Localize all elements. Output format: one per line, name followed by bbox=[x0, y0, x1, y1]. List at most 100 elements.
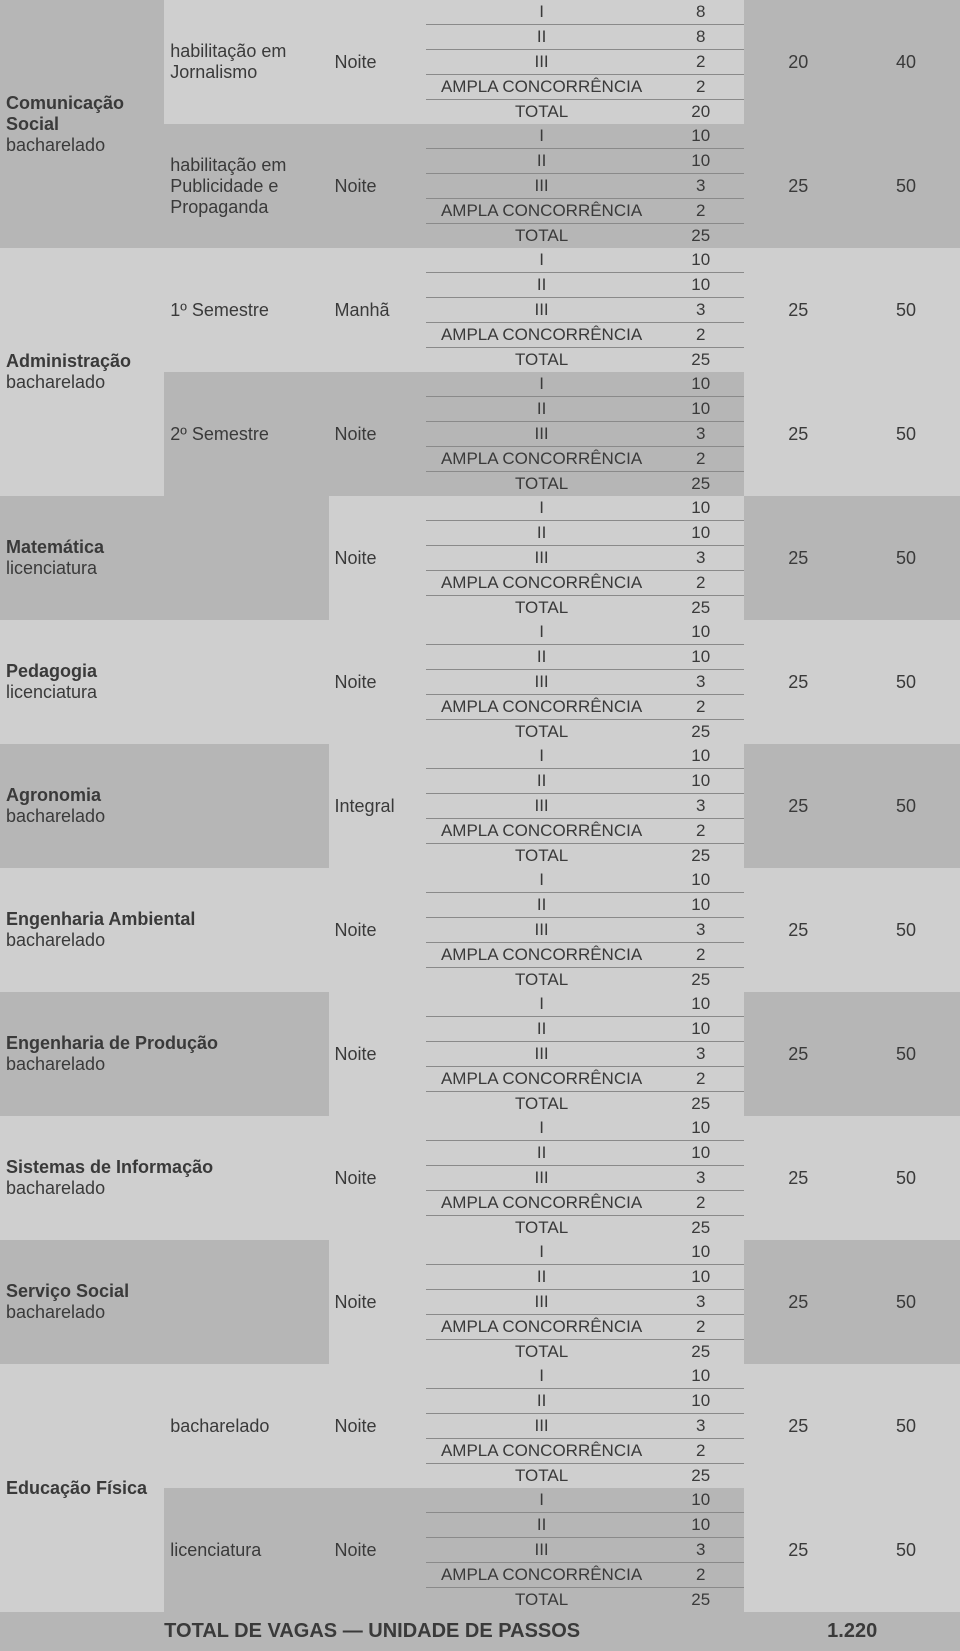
category-cell: II bbox=[426, 893, 657, 918]
course-cell: Serviço Socialbacharelado bbox=[0, 1240, 329, 1364]
course-name: Engenharia Ambiental bbox=[6, 909, 195, 929]
value-cell: 3 bbox=[657, 422, 744, 447]
value-cell: 2 bbox=[657, 1315, 744, 1340]
course-name: Sistemas de Informação bbox=[6, 1157, 213, 1177]
course-subtitle: licenciatura bbox=[6, 558, 323, 579]
value-cell: 2 bbox=[657, 1439, 744, 1464]
col-a-cell: 20 bbox=[744, 0, 852, 124]
value-cell: 10 bbox=[657, 397, 744, 422]
category-cell: II bbox=[426, 1141, 657, 1166]
value-cell: 25 bbox=[657, 1340, 744, 1365]
turno-cell: Noite bbox=[329, 1488, 427, 1612]
col-a-cell: 25 bbox=[744, 868, 852, 992]
category-cell: I bbox=[426, 496, 657, 521]
course-cell: Matemáticalicenciatura bbox=[0, 496, 329, 620]
value-cell: 10 bbox=[657, 496, 744, 521]
value-cell: 25 bbox=[657, 968, 744, 993]
value-cell: 2 bbox=[657, 1067, 744, 1092]
value-cell: 2 bbox=[657, 199, 744, 224]
col-b-cell: 50 bbox=[852, 372, 960, 496]
category-cell: I bbox=[426, 1364, 657, 1389]
category-cell: III bbox=[426, 298, 657, 323]
turno-cell: Noite bbox=[329, 1116, 427, 1240]
table-row: Comunicação Socialbachareladohabilitação… bbox=[0, 0, 960, 25]
col-b-cell: 50 bbox=[852, 620, 960, 744]
category-cell: TOTAL bbox=[426, 100, 657, 125]
turno-cell: Noite bbox=[329, 372, 427, 496]
value-cell: 25 bbox=[657, 224, 744, 249]
category-cell: II bbox=[426, 769, 657, 794]
category-cell: II bbox=[426, 397, 657, 422]
category-cell: TOTAL bbox=[426, 1340, 657, 1365]
category-cell: AMPLA CONCORRÊNCIA bbox=[426, 1067, 657, 1092]
value-cell: 10 bbox=[657, 645, 744, 670]
course-name: Matemática bbox=[6, 537, 104, 557]
category-cell: III bbox=[426, 546, 657, 571]
col-b-cell: 40 bbox=[852, 0, 960, 124]
category-cell: II bbox=[426, 1265, 657, 1290]
col-a-cell: 25 bbox=[744, 124, 852, 248]
value-cell: 8 bbox=[657, 25, 744, 50]
category-cell: AMPLA CONCORRÊNCIA bbox=[426, 75, 657, 100]
category-cell: II bbox=[426, 1017, 657, 1042]
hab-cell: habilitação em Jornalismo bbox=[164, 0, 328, 124]
col-b-cell: 50 bbox=[852, 868, 960, 992]
category-cell: III bbox=[426, 794, 657, 819]
value-cell: 3 bbox=[657, 1290, 744, 1315]
category-cell: II bbox=[426, 273, 657, 298]
category-cell: III bbox=[426, 174, 657, 199]
category-cell: II bbox=[426, 521, 657, 546]
col-a-cell: 25 bbox=[744, 1116, 852, 1240]
value-cell: 2 bbox=[657, 1563, 744, 1588]
value-cell: 10 bbox=[657, 769, 744, 794]
category-cell: III bbox=[426, 1414, 657, 1439]
value-cell: 2 bbox=[657, 571, 744, 596]
value-cell: 25 bbox=[657, 844, 744, 869]
col-b-cell: 50 bbox=[852, 1488, 960, 1612]
col-a-cell: 25 bbox=[744, 1488, 852, 1612]
category-cell: III bbox=[426, 1538, 657, 1563]
value-cell: 3 bbox=[657, 794, 744, 819]
value-cell: 10 bbox=[657, 1364, 744, 1389]
category-cell: TOTAL bbox=[426, 596, 657, 621]
table-row: PedagogialicenciaturaNoiteI102550 bbox=[0, 620, 960, 645]
value-cell: 3 bbox=[657, 1538, 744, 1563]
value-cell: 10 bbox=[657, 868, 744, 893]
course-cell: Agronomiabacharelado bbox=[0, 744, 329, 868]
category-cell: AMPLA CONCORRÊNCIA bbox=[426, 447, 657, 472]
category-cell: TOTAL bbox=[426, 224, 657, 249]
category-cell: II bbox=[426, 1389, 657, 1414]
category-cell: TOTAL bbox=[426, 844, 657, 869]
value-cell: 25 bbox=[657, 720, 744, 745]
category-cell: TOTAL bbox=[426, 472, 657, 497]
value-cell: 10 bbox=[657, 372, 744, 397]
category-cell: III bbox=[426, 50, 657, 75]
category-cell: II bbox=[426, 149, 657, 174]
course-name: Administração bbox=[6, 351, 131, 371]
turno-cell: Noite bbox=[329, 868, 427, 992]
value-cell: 10 bbox=[657, 1017, 744, 1042]
value-cell: 10 bbox=[657, 124, 744, 149]
value-cell: 2 bbox=[657, 50, 744, 75]
course-name: Educação Física bbox=[6, 1478, 147, 1498]
course-subtitle: licenciatura bbox=[6, 682, 323, 703]
table-row: Sistemas de InformaçãobachareladoNoiteI1… bbox=[0, 1116, 960, 1141]
footer-value: 1.220 bbox=[744, 1612, 960, 1651]
value-cell: 3 bbox=[657, 918, 744, 943]
value-cell: 2 bbox=[657, 75, 744, 100]
value-cell: 2 bbox=[657, 943, 744, 968]
course-name: Comunicação Social bbox=[6, 93, 124, 134]
hab-cell: licenciatura bbox=[164, 1488, 328, 1612]
value-cell: 2 bbox=[657, 695, 744, 720]
category-cell: III bbox=[426, 1290, 657, 1315]
value-cell: 10 bbox=[657, 1488, 744, 1513]
value-cell: 10 bbox=[657, 1240, 744, 1265]
col-b-cell: 50 bbox=[852, 744, 960, 868]
course-cell: Comunicação Socialbacharelado bbox=[0, 0, 164, 248]
category-cell: AMPLA CONCORRÊNCIA bbox=[426, 1563, 657, 1588]
category-cell: AMPLA CONCORRÊNCIA bbox=[426, 323, 657, 348]
category-cell: TOTAL bbox=[426, 968, 657, 993]
category-cell: III bbox=[426, 1166, 657, 1191]
hab-cell: 2º Semestre bbox=[164, 372, 328, 496]
table-row: Engenharia AmbientalbachareladoNoiteI102… bbox=[0, 868, 960, 893]
